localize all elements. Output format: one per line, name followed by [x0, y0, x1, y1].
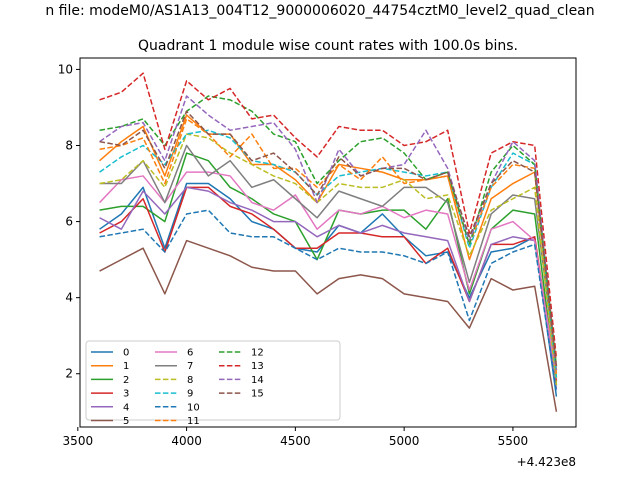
legend-label-0: 0	[123, 348, 129, 359]
x-offset-label: +4.423e8	[517, 455, 576, 469]
series-line-8	[99, 133, 558, 386]
legend-label-5: 5	[123, 416, 129, 427]
x-tick-label: 3500	[63, 434, 94, 448]
series-line-15	[99, 110, 558, 367]
y-tick-label: 6	[65, 215, 73, 229]
legend-label-8: 8	[187, 375, 193, 386]
legend-label-1: 1	[123, 361, 129, 372]
series-line-5	[99, 239, 558, 412]
legend-label-14: 14	[251, 375, 264, 386]
legend-label-7: 7	[187, 361, 193, 372]
legend-label-15: 15	[251, 389, 264, 400]
series-line-4	[99, 186, 558, 390]
x-tick-label: 4000	[171, 434, 202, 448]
legend-label-3: 3	[123, 389, 129, 400]
series-line-6	[99, 171, 558, 378]
x-tick-label: 4500	[280, 434, 311, 448]
legend-label-2: 2	[123, 375, 129, 386]
series-line-7	[99, 144, 558, 371]
legend-label-11: 11	[187, 416, 200, 427]
figure-suptitle: n file: modeM0/AS1A13_004T12_9000006020_…	[45, 3, 594, 19]
y-tick-label: 2	[65, 367, 73, 381]
y-tick-label: 4	[65, 291, 73, 305]
legend-label-6: 6	[187, 348, 193, 359]
y-tick-label: 8	[65, 138, 73, 152]
series-line-1	[99, 114, 558, 378]
series-line-10	[99, 209, 558, 393]
legend-label-13: 13	[251, 361, 264, 372]
x-tick-label: 5000	[389, 434, 420, 448]
legend-label-12: 12	[251, 348, 264, 359]
y-tick-label: 10	[58, 62, 73, 76]
plot-frame	[79, 57, 577, 428]
legend-label-4: 4	[123, 402, 129, 413]
series-line-13	[99, 72, 558, 359]
legend-label-10: 10	[187, 402, 200, 413]
series-layer	[99, 72, 558, 412]
legend-frame	[85, 340, 341, 421]
x-tick-label: 5500	[498, 434, 529, 448]
chart-title: Quadrant 1 module wise count rates with …	[138, 38, 518, 54]
legend-label-9: 9	[187, 389, 193, 400]
